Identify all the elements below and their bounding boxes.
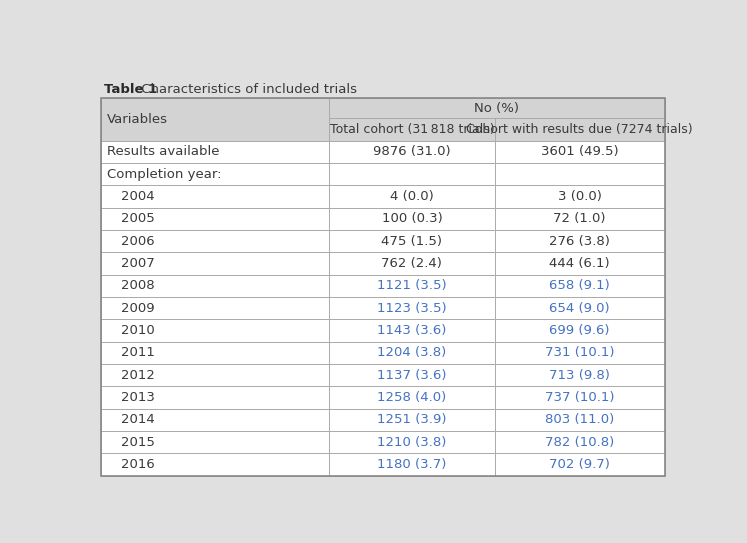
- Bar: [101, 408, 329, 431]
- Bar: [329, 319, 495, 342]
- Bar: [495, 252, 665, 275]
- Text: 2007: 2007: [121, 257, 155, 270]
- Bar: [495, 453, 665, 476]
- Bar: [101, 207, 329, 230]
- Text: 475 (1.5): 475 (1.5): [382, 235, 442, 248]
- Bar: [101, 275, 329, 297]
- Text: Table 1: Table 1: [105, 83, 158, 96]
- Text: 1123 (3.5): 1123 (3.5): [377, 301, 447, 314]
- Bar: [495, 118, 665, 141]
- Bar: [101, 297, 329, 319]
- Text: 3601 (49.5): 3601 (49.5): [541, 146, 619, 159]
- Text: 9876 (31.0): 9876 (31.0): [373, 146, 450, 159]
- Bar: [101, 185, 329, 207]
- Text: 1251 (3.9): 1251 (3.9): [377, 413, 447, 426]
- Bar: [101, 252, 329, 275]
- Text: 762 (2.4): 762 (2.4): [382, 257, 442, 270]
- Bar: [329, 386, 495, 408]
- Bar: [101, 386, 329, 408]
- Text: 2016: 2016: [121, 458, 155, 471]
- Bar: [329, 275, 495, 297]
- Text: Results available: Results available: [108, 146, 220, 159]
- Bar: [495, 163, 665, 185]
- Text: 2008: 2008: [121, 279, 155, 292]
- Text: 2011: 2011: [121, 346, 155, 359]
- Text: 3 (0.0): 3 (0.0): [558, 190, 601, 203]
- Text: 2012: 2012: [121, 369, 155, 382]
- Text: 1121 (3.5): 1121 (3.5): [377, 279, 447, 292]
- Text: 2004: 2004: [121, 190, 155, 203]
- Text: 654 (9.0): 654 (9.0): [549, 301, 610, 314]
- Text: 444 (6.1): 444 (6.1): [549, 257, 610, 270]
- Text: 658 (9.1): 658 (9.1): [549, 279, 610, 292]
- Bar: [101, 364, 329, 386]
- Text: 731 (10.1): 731 (10.1): [545, 346, 615, 359]
- Text: 276 (3.8): 276 (3.8): [549, 235, 610, 248]
- Text: 2010: 2010: [121, 324, 155, 337]
- Bar: [495, 141, 665, 163]
- Text: 4 (0.0): 4 (0.0): [390, 190, 434, 203]
- Bar: [329, 98, 665, 118]
- Bar: [101, 342, 329, 364]
- Bar: [101, 163, 329, 185]
- Bar: [329, 431, 495, 453]
- Bar: [329, 230, 495, 252]
- Bar: [101, 453, 329, 476]
- Bar: [495, 185, 665, 207]
- Text: 1204 (3.8): 1204 (3.8): [377, 346, 447, 359]
- Bar: [329, 185, 495, 207]
- Text: 803 (11.0): 803 (11.0): [545, 413, 614, 426]
- Bar: [495, 230, 665, 252]
- Bar: [329, 364, 495, 386]
- Bar: [495, 207, 665, 230]
- Bar: [329, 453, 495, 476]
- Bar: [329, 408, 495, 431]
- Bar: [495, 342, 665, 364]
- Text: Completion year:: Completion year:: [108, 168, 222, 181]
- Bar: [495, 364, 665, 386]
- Bar: [329, 118, 495, 141]
- Bar: [329, 141, 495, 163]
- Bar: [101, 141, 329, 163]
- Text: 737 (10.1): 737 (10.1): [545, 391, 615, 404]
- Bar: [495, 319, 665, 342]
- Bar: [329, 297, 495, 319]
- Text: 1258 (4.0): 1258 (4.0): [377, 391, 447, 404]
- Text: 1180 (3.7): 1180 (3.7): [377, 458, 447, 471]
- Bar: [495, 275, 665, 297]
- Bar: [495, 386, 665, 408]
- Bar: [329, 163, 495, 185]
- Text: No (%): No (%): [474, 102, 519, 115]
- Text: 702 (9.7): 702 (9.7): [549, 458, 610, 471]
- Text: 1137 (3.6): 1137 (3.6): [377, 369, 447, 382]
- Text: 699 (9.6): 699 (9.6): [550, 324, 610, 337]
- Text: 2005: 2005: [121, 212, 155, 225]
- Text: 1143 (3.6): 1143 (3.6): [377, 324, 447, 337]
- Text: Characteristics of included trials: Characteristics of included trials: [137, 83, 357, 96]
- Text: 782 (10.8): 782 (10.8): [545, 435, 614, 449]
- Text: 100 (0.3): 100 (0.3): [382, 212, 442, 225]
- Bar: [495, 408, 665, 431]
- Bar: [329, 207, 495, 230]
- Text: 713 (9.8): 713 (9.8): [549, 369, 610, 382]
- Text: 2015: 2015: [121, 435, 155, 449]
- Text: Variables: Variables: [108, 113, 168, 126]
- Text: 2009: 2009: [121, 301, 155, 314]
- Bar: [101, 98, 329, 141]
- Bar: [329, 252, 495, 275]
- Text: Cohort with results due (7274 trials): Cohort with results due (7274 trials): [466, 123, 693, 136]
- Text: 1210 (3.8): 1210 (3.8): [377, 435, 447, 449]
- Text: 2013: 2013: [121, 391, 155, 404]
- Bar: [101, 431, 329, 453]
- Bar: [495, 297, 665, 319]
- Text: 72 (1.0): 72 (1.0): [554, 212, 606, 225]
- Bar: [101, 319, 329, 342]
- Bar: [329, 342, 495, 364]
- Text: Total cohort (31 818 trials): Total cohort (31 818 trials): [329, 123, 495, 136]
- Bar: [101, 230, 329, 252]
- Text: 2006: 2006: [121, 235, 155, 248]
- Bar: [495, 431, 665, 453]
- Text: 2014: 2014: [121, 413, 155, 426]
